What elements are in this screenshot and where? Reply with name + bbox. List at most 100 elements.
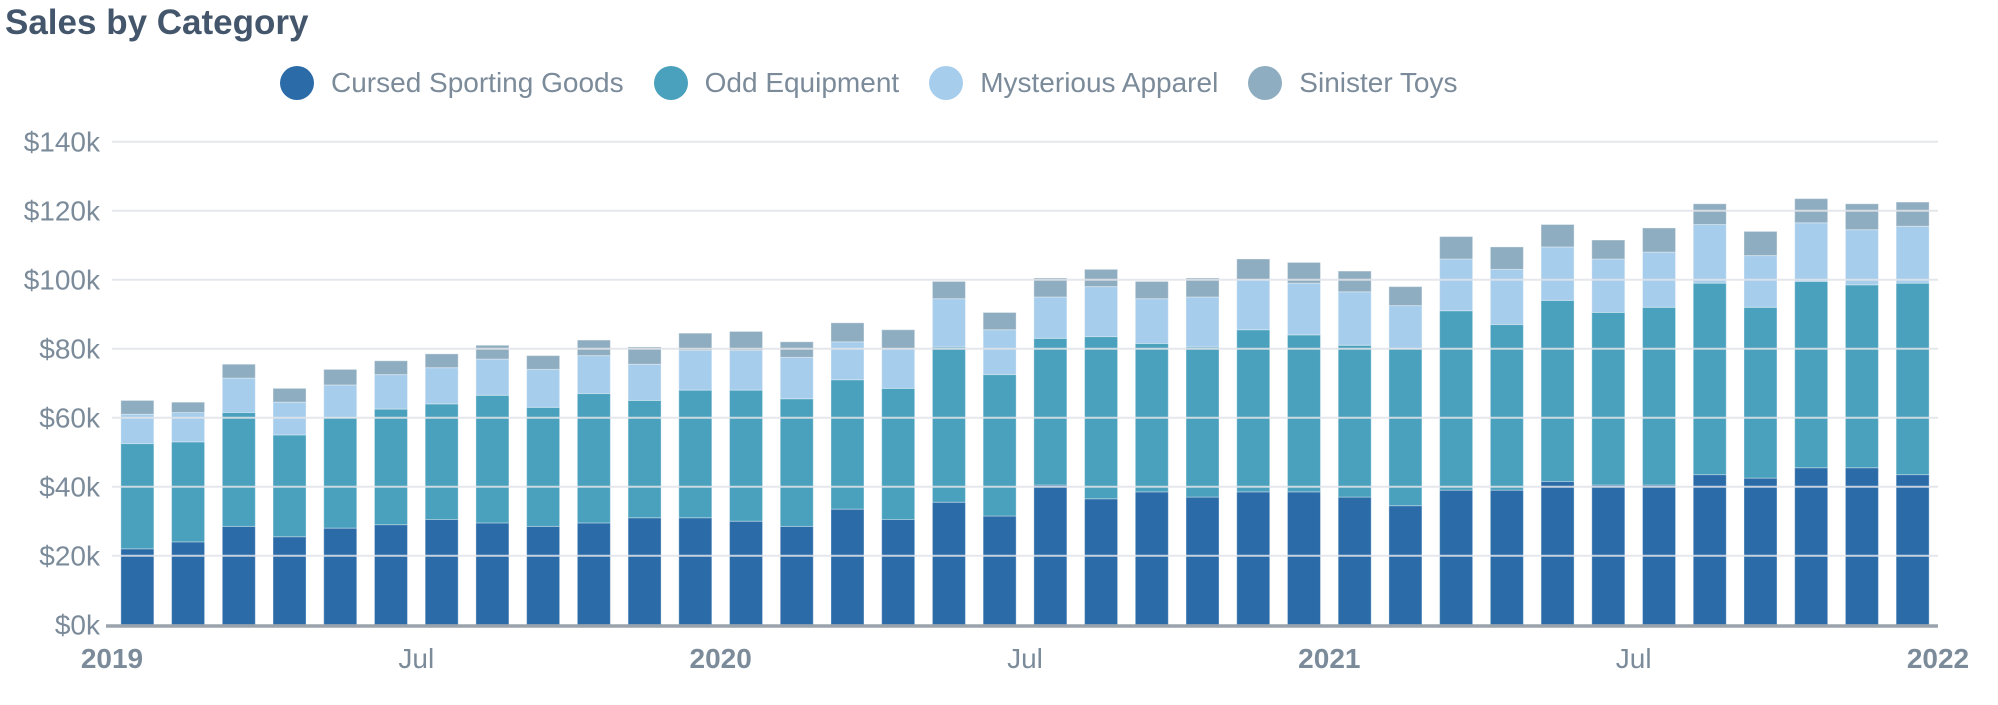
bar-segment[interactable] [1084,286,1119,338]
bar-segment[interactable] [1489,246,1524,270]
bar-segment[interactable] [424,367,459,405]
bar-segment[interactable] [1895,282,1930,476]
legend-item-mysterious-apparel[interactable]: Mysterious Apparel [929,66,1218,100]
bar-segment[interactable] [1439,310,1474,491]
bar-segment[interactable] [678,389,713,519]
bar-segment[interactable] [1489,268,1524,326]
bar-segment[interactable] [982,374,1017,517]
bar-segment[interactable] [1540,299,1575,483]
bar-segment[interactable] [221,525,256,626]
bar-segment[interactable] [1844,203,1879,231]
bar-segment[interactable] [1286,334,1321,493]
bar-segment[interactable] [1084,268,1119,288]
bar-segment[interactable] [1286,491,1321,626]
bar-segment[interactable] [1388,505,1423,626]
bar-segment[interactable] [424,403,459,520]
bar-segment[interactable] [1134,298,1169,345]
bar-segment[interactable] [475,344,510,360]
bar-segment[interactable] [1439,258,1474,312]
bar-segment[interactable] [576,355,611,395]
bar-segment[interactable] [1743,306,1778,479]
bar-segment[interactable] [779,356,814,400]
bar-segment[interactable] [1236,258,1271,281]
bar-segment[interactable] [1895,225,1930,284]
bar-segment[interactable] [1591,311,1626,486]
bar-segment[interactable] [881,387,916,520]
bar-segment[interactable] [323,368,358,386]
bar-segment[interactable] [373,524,408,626]
bar-segment[interactable] [1286,261,1321,284]
legend-item-cursed-sporting-goods[interactable]: Cursed Sporting Goods [280,66,624,100]
bar-segment[interactable] [1337,270,1372,293]
bar-segment[interactable] [221,412,256,527]
bar-segment[interactable] [627,517,662,626]
bar-segment[interactable] [1337,344,1372,498]
bar-segment[interactable] [1388,305,1423,350]
bar-segment[interactable] [729,389,764,522]
bar-segment[interactable] [475,522,510,626]
bar-segment[interactable] [1844,467,1879,626]
bar-segment[interactable] [221,363,256,379]
bar-segment[interactable] [729,349,764,391]
bar-segment[interactable] [1489,489,1524,626]
bar-segment[interactable] [1743,477,1778,626]
bar-segment[interactable] [830,322,865,343]
bar-segment[interactable] [323,417,358,529]
bar-segment[interactable] [982,329,1017,376]
bar-segment[interactable] [120,413,155,445]
bar-segment[interactable] [323,384,358,419]
bar-segment[interactable] [1134,491,1169,626]
bar-segment[interactable] [931,280,966,300]
bar-segment[interactable] [272,387,307,403]
bar-segment[interactable] [120,443,155,550]
bar-segment[interactable] [1185,346,1220,498]
bar-segment[interactable] [1337,291,1372,346]
bar-segment[interactable] [1794,467,1829,626]
bar-segment[interactable] [1185,277,1220,298]
bar-segment[interactable] [1540,224,1575,248]
bar-segment[interactable] [1185,296,1220,348]
bar-segment[interactable] [779,398,814,527]
bar-segment[interactable] [221,377,256,414]
bar-segment[interactable] [1134,280,1169,300]
bar-segment[interactable] [729,520,764,626]
bar-segment[interactable] [1337,496,1372,626]
bar-segment[interactable] [120,399,155,415]
bar-segment[interactable] [1743,230,1778,257]
bar-segment[interactable] [627,346,662,365]
bar-segment[interactable] [120,548,155,626]
bar-segment[interactable] [1642,306,1677,486]
bar-segment[interactable] [1236,329,1271,493]
bar-segment[interactable] [424,518,459,626]
bar-segment[interactable] [1692,224,1727,284]
bar-segment[interactable] [627,363,662,401]
legend-item-odd-equipment[interactable]: Odd Equipment [653,66,899,100]
bar-segment[interactable] [1033,296,1068,339]
bar-segment[interactable] [1692,203,1727,226]
bar-segment[interactable] [323,527,358,626]
bar-segment[interactable] [678,517,713,626]
bar-segment[interactable] [171,441,206,543]
bar-segment[interactable] [779,525,814,626]
bar-segment[interactable] [1388,348,1423,507]
bar-segment[interactable] [373,360,408,376]
bar-segment[interactable] [475,358,510,396]
bar-segment[interactable] [272,536,307,626]
bar-segment[interactable] [526,368,561,408]
bar-segment[interactable] [171,541,206,626]
bar-segment[interactable] [830,379,865,510]
bar-segment[interactable] [729,330,764,351]
bar-segment[interactable] [1895,201,1930,227]
bar-segment[interactable] [627,399,662,519]
legend-item-sinister-toys[interactable]: Sinister Toys [1248,66,1458,100]
bar-segment[interactable] [1388,286,1423,307]
bar-segment[interactable] [1743,255,1778,308]
bar-segment[interactable] [576,393,611,524]
bar-segment[interactable] [1236,491,1271,626]
bar-segment[interactable] [1439,236,1474,260]
bar-segment[interactable] [373,374,408,410]
bar-segment[interactable] [1591,258,1626,313]
bar-segment[interactable] [1033,277,1068,298]
bar-segment[interactable] [1895,474,1930,626]
bar-segment[interactable] [830,508,865,626]
